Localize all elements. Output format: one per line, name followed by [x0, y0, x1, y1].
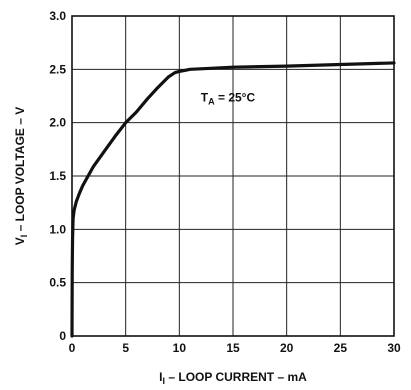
x-tick-label: 10	[173, 341, 187, 355]
tick-labels: 0 5 10 15 20 25 30 0 0.5 1.0 1.5 2.0 2.5 3.0	[49, 9, 401, 355]
y-tick-label: 1.0	[49, 222, 66, 236]
y-tick-label: 3.0	[49, 9, 66, 23]
series-line-loop-voltage	[70, 61, 396, 338]
y-tick-label: 2.0	[49, 116, 66, 130]
temperature-annotation: TA = 25°C	[201, 90, 256, 106]
x-tick-label: 25	[334, 341, 348, 355]
annotation-main: T	[201, 90, 209, 104]
x-tick-label: 30	[387, 341, 401, 355]
y-axis-title-rest: – LOOP VOLTAGE – V	[13, 107, 27, 235]
annotation-subscript: A	[208, 96, 215, 106]
x-axis-title-rest: – LOOP CURRENT – mA	[165, 370, 307, 384]
y-axis-title: VI – LOOP VOLTAGE – V	[13, 107, 29, 246]
x-axis-title-main: I	[159, 370, 162, 384]
y-tick-label: 0.5	[49, 276, 66, 290]
y-tick-label: 1.5	[49, 169, 66, 183]
x-tick-label: 20	[280, 341, 294, 355]
y-axis-title-subscript: I	[19, 235, 29, 238]
x-tick-label: 0	[69, 341, 76, 355]
x-axis-title-subscript: I	[163, 376, 166, 386]
y-axis-title-main: V	[13, 237, 27, 245]
y-tick-label: 2.5	[49, 62, 66, 76]
x-tick-label: 5	[122, 341, 129, 355]
plot-frame	[71, 15, 395, 337]
annotation-rest: = 25°C	[215, 90, 256, 104]
y-tick-label: 0	[59, 329, 66, 343]
x-axis-title: II – LOOP CURRENT – mA	[159, 370, 307, 386]
x-tick-label: 15	[226, 341, 240, 355]
